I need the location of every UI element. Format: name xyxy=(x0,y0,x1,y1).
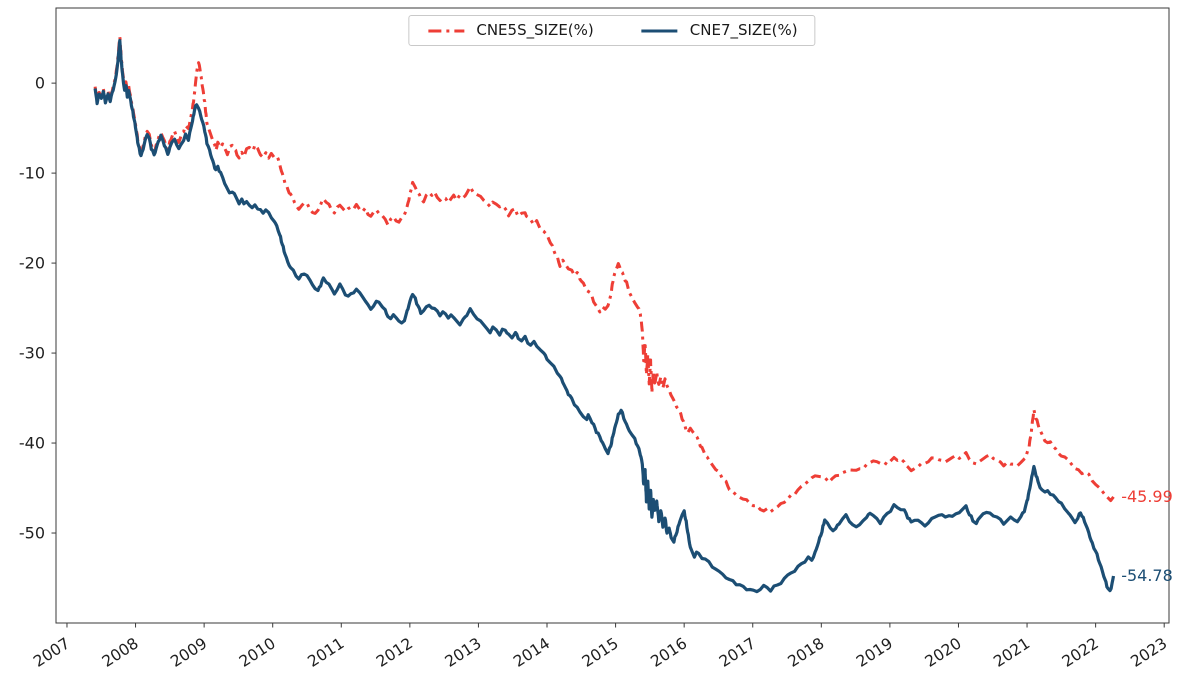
legend: CNE5S_SIZE(%) CNE7_SIZE(%) xyxy=(408,15,816,46)
y-tick-label: 0 xyxy=(35,74,45,93)
x-tick-label: 2010 xyxy=(236,634,279,671)
x-tick-label: 2020 xyxy=(922,634,965,671)
y-tick-label: -10 xyxy=(19,164,45,183)
plot-border xyxy=(55,7,1170,624)
legend-item-cne7: CNE7_SIZE(%) xyxy=(640,23,798,38)
x-tick-label: 2009 xyxy=(167,634,210,671)
x-tick-label: 2014 xyxy=(510,634,553,671)
y-tick-label: -30 xyxy=(19,344,45,363)
series-line-cne7 xyxy=(93,38,1116,594)
series-line-cne5s xyxy=(93,35,1115,514)
x-tick-label: 2016 xyxy=(647,634,690,671)
legend-item-cne5s: CNE5S_SIZE(%) xyxy=(426,21,594,39)
x-tick-label: 2012 xyxy=(373,634,416,671)
x-tick-label: 2022 xyxy=(1059,634,1102,671)
end-value-label-cne7: -54.78 xyxy=(1121,566,1173,586)
x-tick-label: 2017 xyxy=(716,634,759,671)
y-tick-label: -40 xyxy=(19,434,45,453)
x-tick-label: 2011 xyxy=(305,634,348,671)
y-tick-label: -50 xyxy=(19,524,45,543)
x-tick-label: 2015 xyxy=(579,634,622,671)
x-tick-label: 2007 xyxy=(30,634,73,671)
dashdot-line-icon xyxy=(428,29,465,32)
x-tick-label: 2013 xyxy=(442,634,485,671)
end-value-label-cne5s: -45.99 xyxy=(1121,486,1173,506)
legend-label-cne5s: CNE5S_SIZE(%) xyxy=(476,21,594,39)
x-axis: 2007 2008 2009 2010 2011 2012 2013 2014 2015 2016… xyxy=(30,623,1170,671)
legend-label-cne7: CNE7_SIZE(%) xyxy=(689,21,798,39)
x-tick-label: 2021 xyxy=(990,634,1033,671)
x-tick-label: 2023 xyxy=(1127,634,1170,671)
x-tick-label: 2019 xyxy=(853,634,896,671)
x-tick-label: 2008 xyxy=(99,634,142,671)
solid-line-icon xyxy=(641,29,678,32)
y-tick-label: -20 xyxy=(19,254,45,273)
x-tick-label: 2018 xyxy=(785,634,828,671)
y-axis: 0 -10 -20 -30 -40 -50 xyxy=(19,74,56,543)
